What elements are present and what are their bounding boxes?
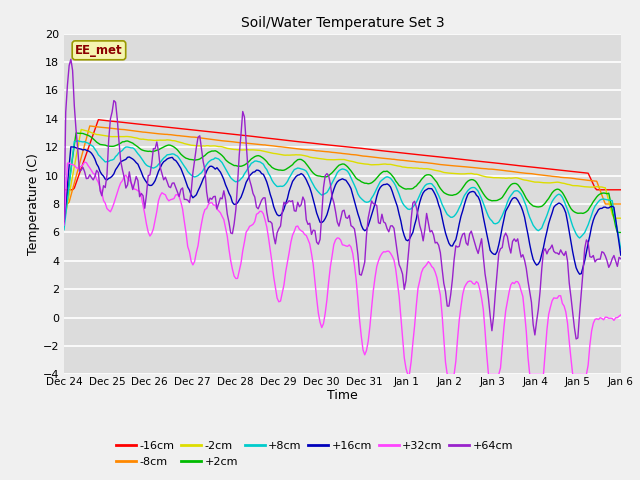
X-axis label: Time: Time [327,389,358,402]
-2cm [213,144,221,149]
+16cm [576,271,584,277]
+16cm [127,155,135,161]
-2cm [77,127,85,132]
-2cm [173,139,181,144]
+8cm [547,203,554,208]
Line: +32cm: +32cm [64,162,621,374]
+64cm [617,256,625,262]
Line: -2cm: -2cm [64,130,621,218]
+32cm [548,298,556,304]
+32cm [617,312,625,318]
-8cm [173,132,181,138]
-16cm [617,187,625,192]
+64cm [67,57,75,62]
+64cm [170,180,178,186]
+16cm [617,252,625,258]
+2cm [60,216,68,222]
+8cm [213,156,221,161]
-16cm [127,120,135,126]
+64cm [572,336,580,342]
+16cm [547,215,554,221]
+32cm [213,206,221,212]
-2cm [617,216,625,221]
-8cm [547,173,554,179]
+8cm [559,194,566,200]
+32cm [173,192,181,198]
Line: +16cm: +16cm [64,147,621,274]
-2cm [559,180,566,186]
Line: +64cm: +64cm [64,60,621,339]
Line: -16cm: -16cm [64,120,621,190]
+32cm [60,222,68,228]
-2cm [170,138,178,144]
+64cm [559,250,566,256]
-16cm [547,166,554,172]
-16cm [95,117,102,122]
+16cm [67,144,75,150]
-8cm [213,137,221,143]
+64cm [127,180,135,185]
-16cm [170,125,178,131]
+16cm [60,221,68,227]
Line: -8cm: -8cm [64,126,621,204]
Title: Soil/Water Temperature Set 3: Soil/Water Temperature Set 3 [241,16,444,30]
+2cm [614,229,621,235]
+32cm [170,196,178,202]
+8cm [127,145,135,151]
+8cm [173,153,181,159]
+2cm [617,229,625,235]
-2cm [547,180,554,186]
+8cm [170,151,178,157]
+32cm [127,180,135,185]
-8cm [559,175,566,180]
Text: EE_met: EE_met [75,44,123,57]
+32cm [404,372,412,377]
+2cm [173,147,181,153]
+64cm [173,189,181,195]
-8cm [127,128,135,133]
+2cm [213,149,221,155]
+2cm [127,140,135,145]
+16cm [170,157,178,163]
+64cm [60,219,68,225]
-8cm [617,201,625,207]
-8cm [86,123,93,129]
+8cm [617,246,625,252]
+2cm [170,144,178,150]
-2cm [60,216,68,221]
+16cm [559,203,566,208]
+2cm [72,130,80,136]
+16cm [173,160,181,166]
-2cm [127,134,135,140]
+8cm [74,138,81,144]
Y-axis label: Temperature (C): Temperature (C) [27,153,40,255]
+64cm [547,245,554,251]
+32cm [560,303,568,309]
-16cm [173,125,181,131]
+16cm [213,165,221,170]
+8cm [60,227,68,233]
Legend: -16cm, -8cm, -2cm, +2cm, +8cm, +16cm, +32cm, +64cm: -16cm, -8cm, -2cm, +2cm, +8cm, +16cm, +3… [112,437,517,471]
+32cm [81,159,88,165]
-8cm [170,132,178,138]
Line: +8cm: +8cm [64,141,621,249]
+2cm [547,193,554,199]
-8cm [60,201,68,207]
-16cm [559,168,566,173]
+2cm [559,190,566,195]
+64cm [213,206,221,212]
Line: +2cm: +2cm [64,133,621,232]
-16cm [60,187,68,192]
-16cm [213,130,221,135]
